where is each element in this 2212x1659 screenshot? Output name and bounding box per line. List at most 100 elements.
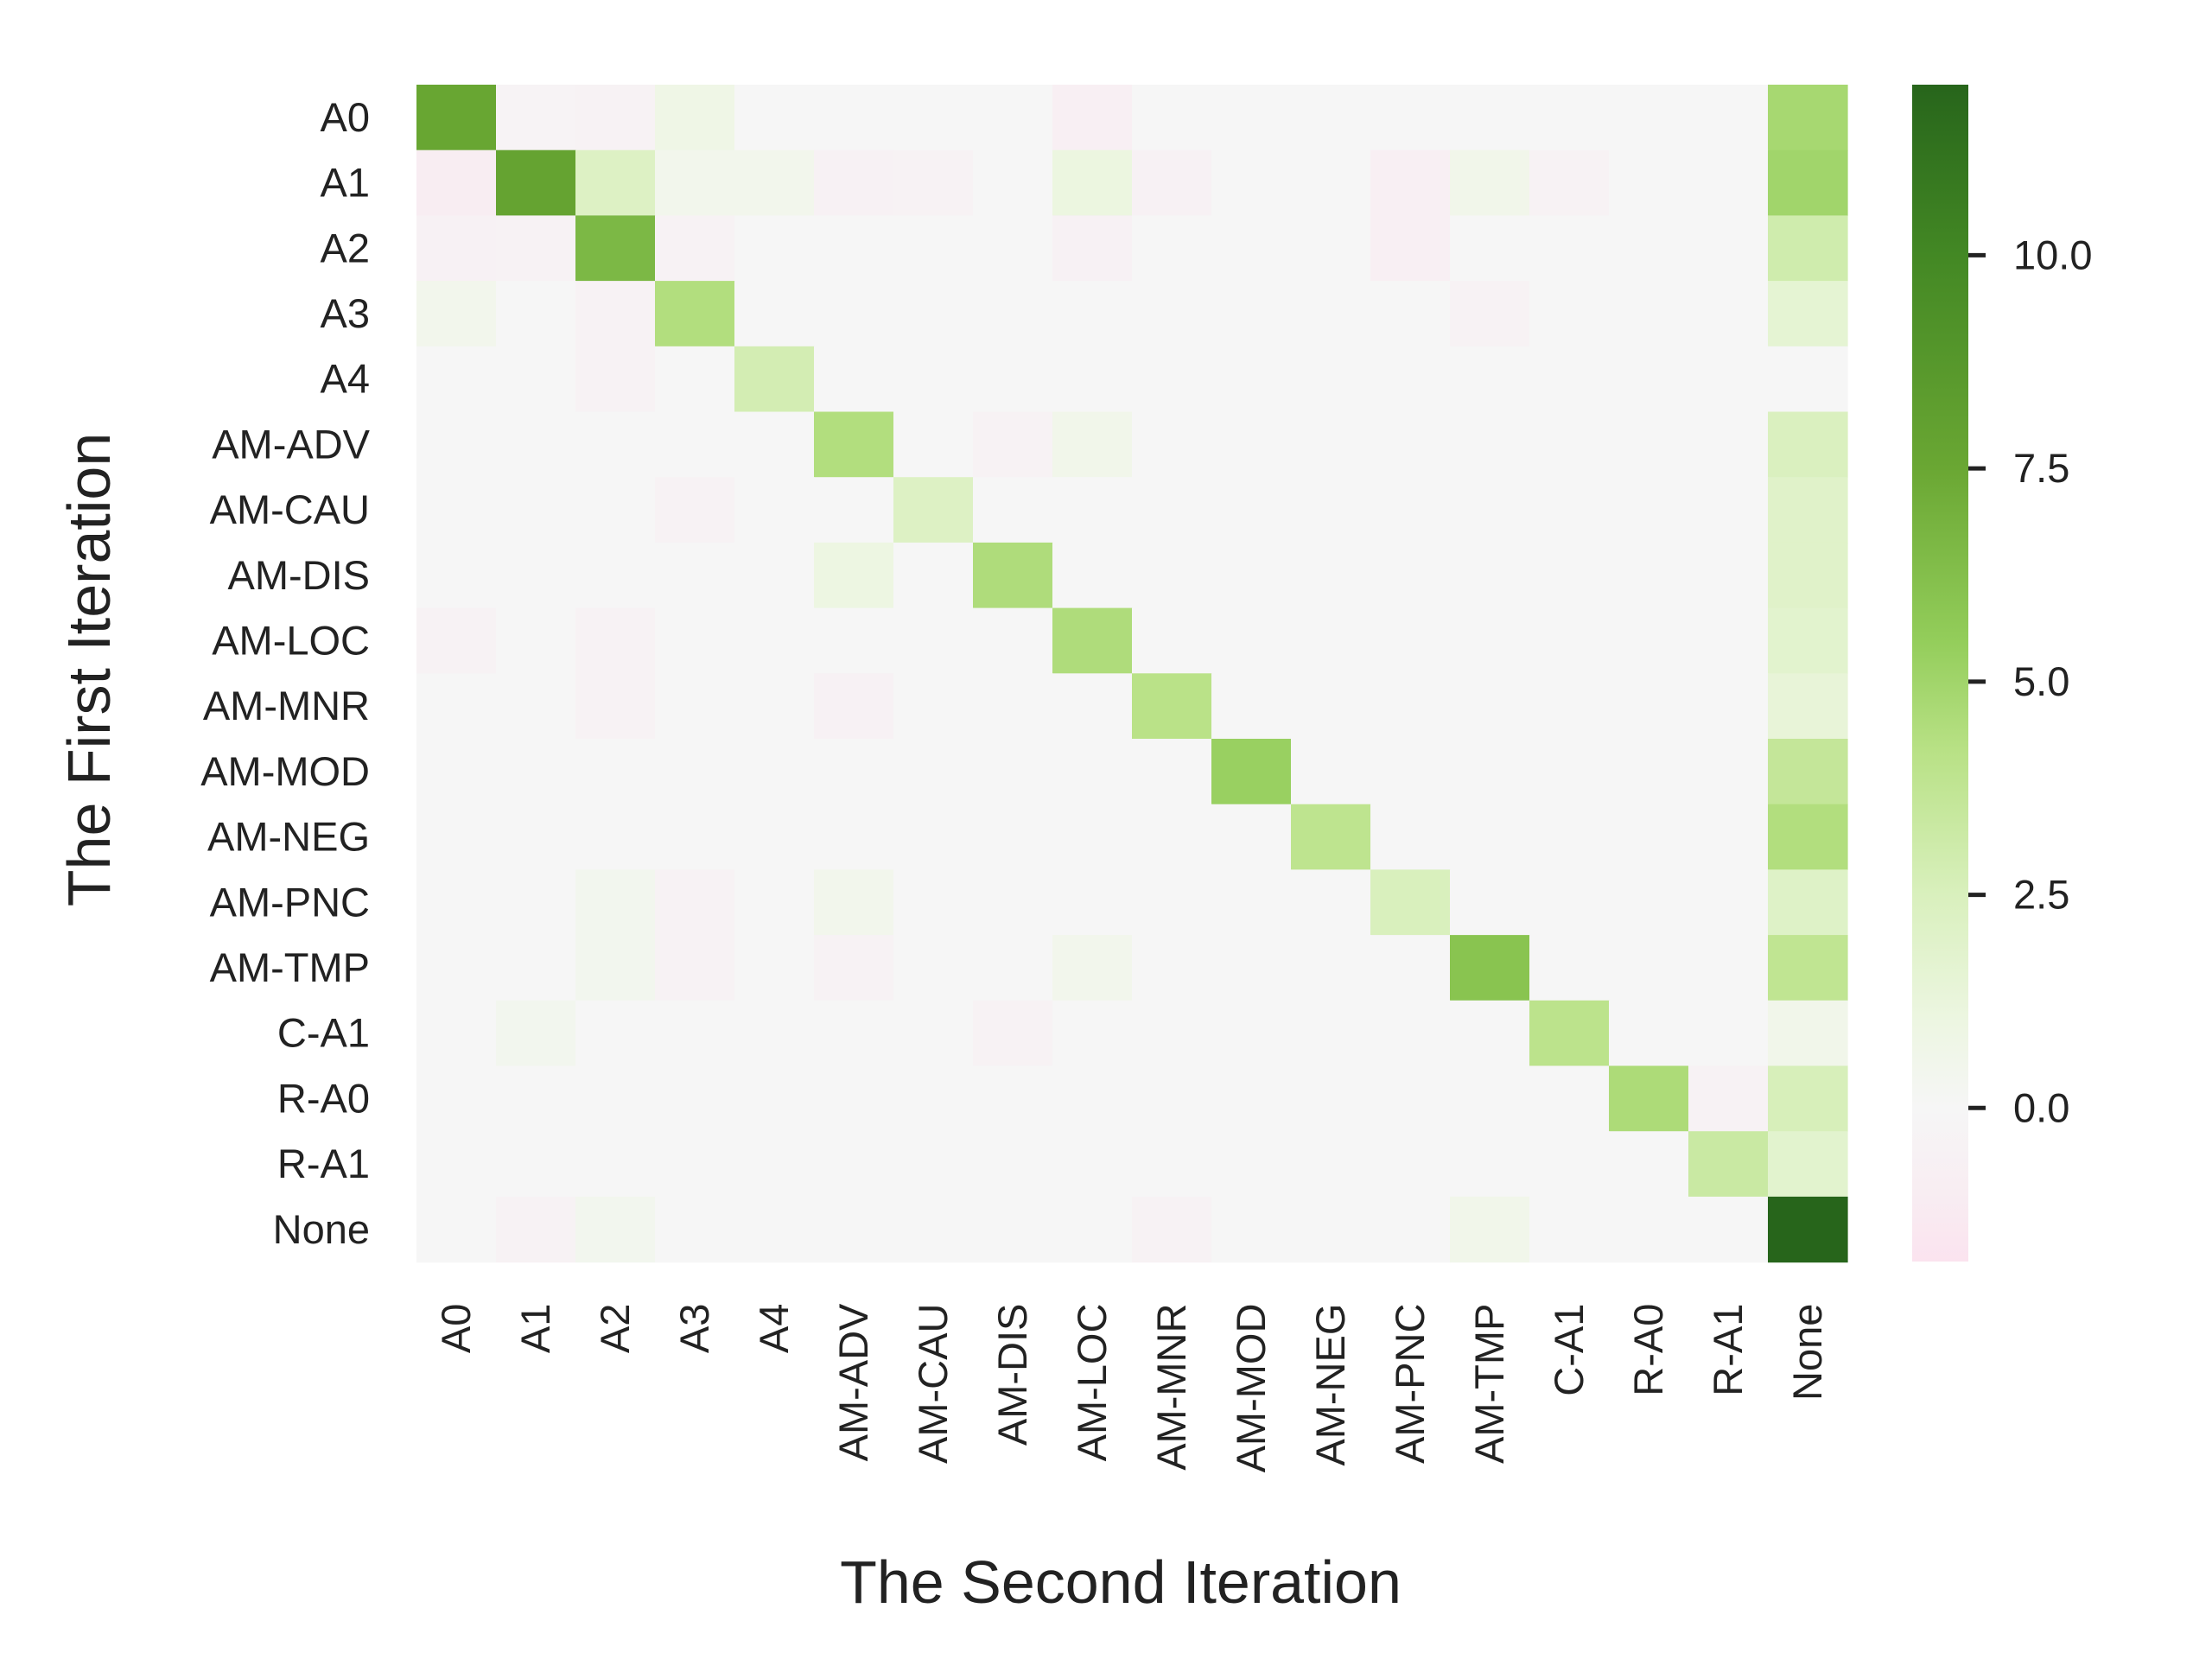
heatmap-cell [1609,1131,1689,1198]
heatmap-cell [1609,477,1689,543]
heatmap-cell [1132,804,1212,870]
heatmap-cell [893,281,974,347]
heatmap-cell [1529,1131,1610,1198]
heatmap-cell [575,1131,656,1198]
heatmap-cell [1211,869,1292,936]
heatmap-cell [734,804,815,870]
heatmap-cell [1052,1000,1133,1067]
heatmap-cell [1132,869,1212,936]
heatmap-cell [655,935,735,1001]
heatmap-cell [416,1065,497,1132]
heatmap-cell [655,1196,735,1263]
heatmap-cell [973,1131,1053,1198]
heatmap-cell [575,869,656,936]
heatmap-cell [1450,542,1530,609]
heatmap-cell [655,477,735,543]
heatmap-cell [814,935,894,1001]
heatmap-cell [1132,1065,1212,1132]
heatmap-cell [1291,673,1371,740]
heatmap-cell [655,346,735,413]
heatmap-cell [1529,869,1610,936]
y-tick-label: A3 [321,290,371,336]
heatmap-cell [1688,149,1769,216]
heatmap-cell [1529,215,1610,282]
heatmap-cell [575,804,656,870]
heatmap-cell [575,149,656,216]
heatmap-cell [893,1131,974,1198]
heatmap-cell [973,1065,1053,1132]
heatmap-cell [814,1000,894,1067]
heatmap-cell [1768,1000,1848,1067]
heatmap-cell [734,281,815,347]
heatmap-cell [1450,1196,1530,1263]
heatmap-cell [814,477,894,543]
heatmap-cell [655,869,735,936]
heatmap-cell [814,739,894,805]
heatmap-cell [1132,1000,1212,1067]
heatmap-cell [1768,85,1848,151]
heatmap-cell [1291,411,1371,478]
heatmap-cell [1768,869,1848,936]
heatmap-cell [814,215,894,282]
heatmap-cell [1609,1196,1689,1263]
heatmap-cell [1450,281,1530,347]
heatmap-cell [1132,281,1212,347]
heatmap-cell [1688,935,1769,1001]
heatmap-cell [1291,804,1371,870]
heatmap-cell [893,804,974,870]
heatmap-cell [1609,607,1689,674]
heatmap-cell [496,149,576,216]
heatmap-cell [655,1131,735,1198]
heatmap-cell [1132,215,1212,282]
heatmap-cell [734,935,815,1001]
heatmap-cell [734,673,815,740]
x-tick-label: A4 [751,1304,797,1354]
heatmap-cell [893,477,974,543]
heatmap-cell [1529,935,1610,1001]
heatmap-cell [734,477,815,543]
heatmap-cell [1768,477,1848,543]
heatmap-cell [496,804,576,870]
heatmap-cell [1450,1131,1530,1198]
y-tick-label: AM-PNC [210,879,370,925]
heatmap-cell [893,542,974,609]
x-tick-label: A0 [433,1304,479,1354]
heatmap-cell [575,607,656,674]
heatmap-cell [1132,673,1212,740]
heatmap-cell [1291,1000,1371,1067]
x-tick-label: AM-DIS [989,1304,1035,1446]
colorbar-tick-label: 0.0 [2013,1084,2069,1130]
heatmap-cell [575,477,656,543]
heatmap-cell [1609,85,1689,151]
heatmap-cell [734,411,815,478]
heatmap-cell [734,1000,815,1067]
heatmap-cell [1132,1131,1212,1198]
heatmap-cell [1052,281,1133,347]
heatmap-cell [1052,477,1133,543]
heatmap-cell [1052,804,1133,870]
heatmap-cell [1370,673,1451,740]
heatmap-cell [1529,477,1610,543]
heatmap-cell [575,739,656,805]
heatmap-cell [1132,346,1212,413]
heatmap-cell [814,542,894,609]
heatmap-cell [496,542,576,609]
heatmap-cell [416,281,497,347]
heatmap-cell [893,673,974,740]
heatmap-cell [416,542,497,609]
heatmap-cell [1211,1000,1292,1067]
heatmap-cell [496,607,576,674]
heatmap-cell [1609,1000,1689,1067]
heatmap-cell [1132,1196,1212,1263]
heatmap-cell [1291,149,1371,216]
heatmap-cell [416,935,497,1001]
heatmap-cell [1052,346,1133,413]
heatmap-cell [1370,411,1451,478]
heatmap-cell [893,1000,974,1067]
heatmap-cell [1052,85,1133,151]
heatmap-cell [1688,869,1769,936]
heatmap-cell [1609,411,1689,478]
heatmap-cell [1688,215,1769,282]
heatmap-cell [1529,281,1610,347]
